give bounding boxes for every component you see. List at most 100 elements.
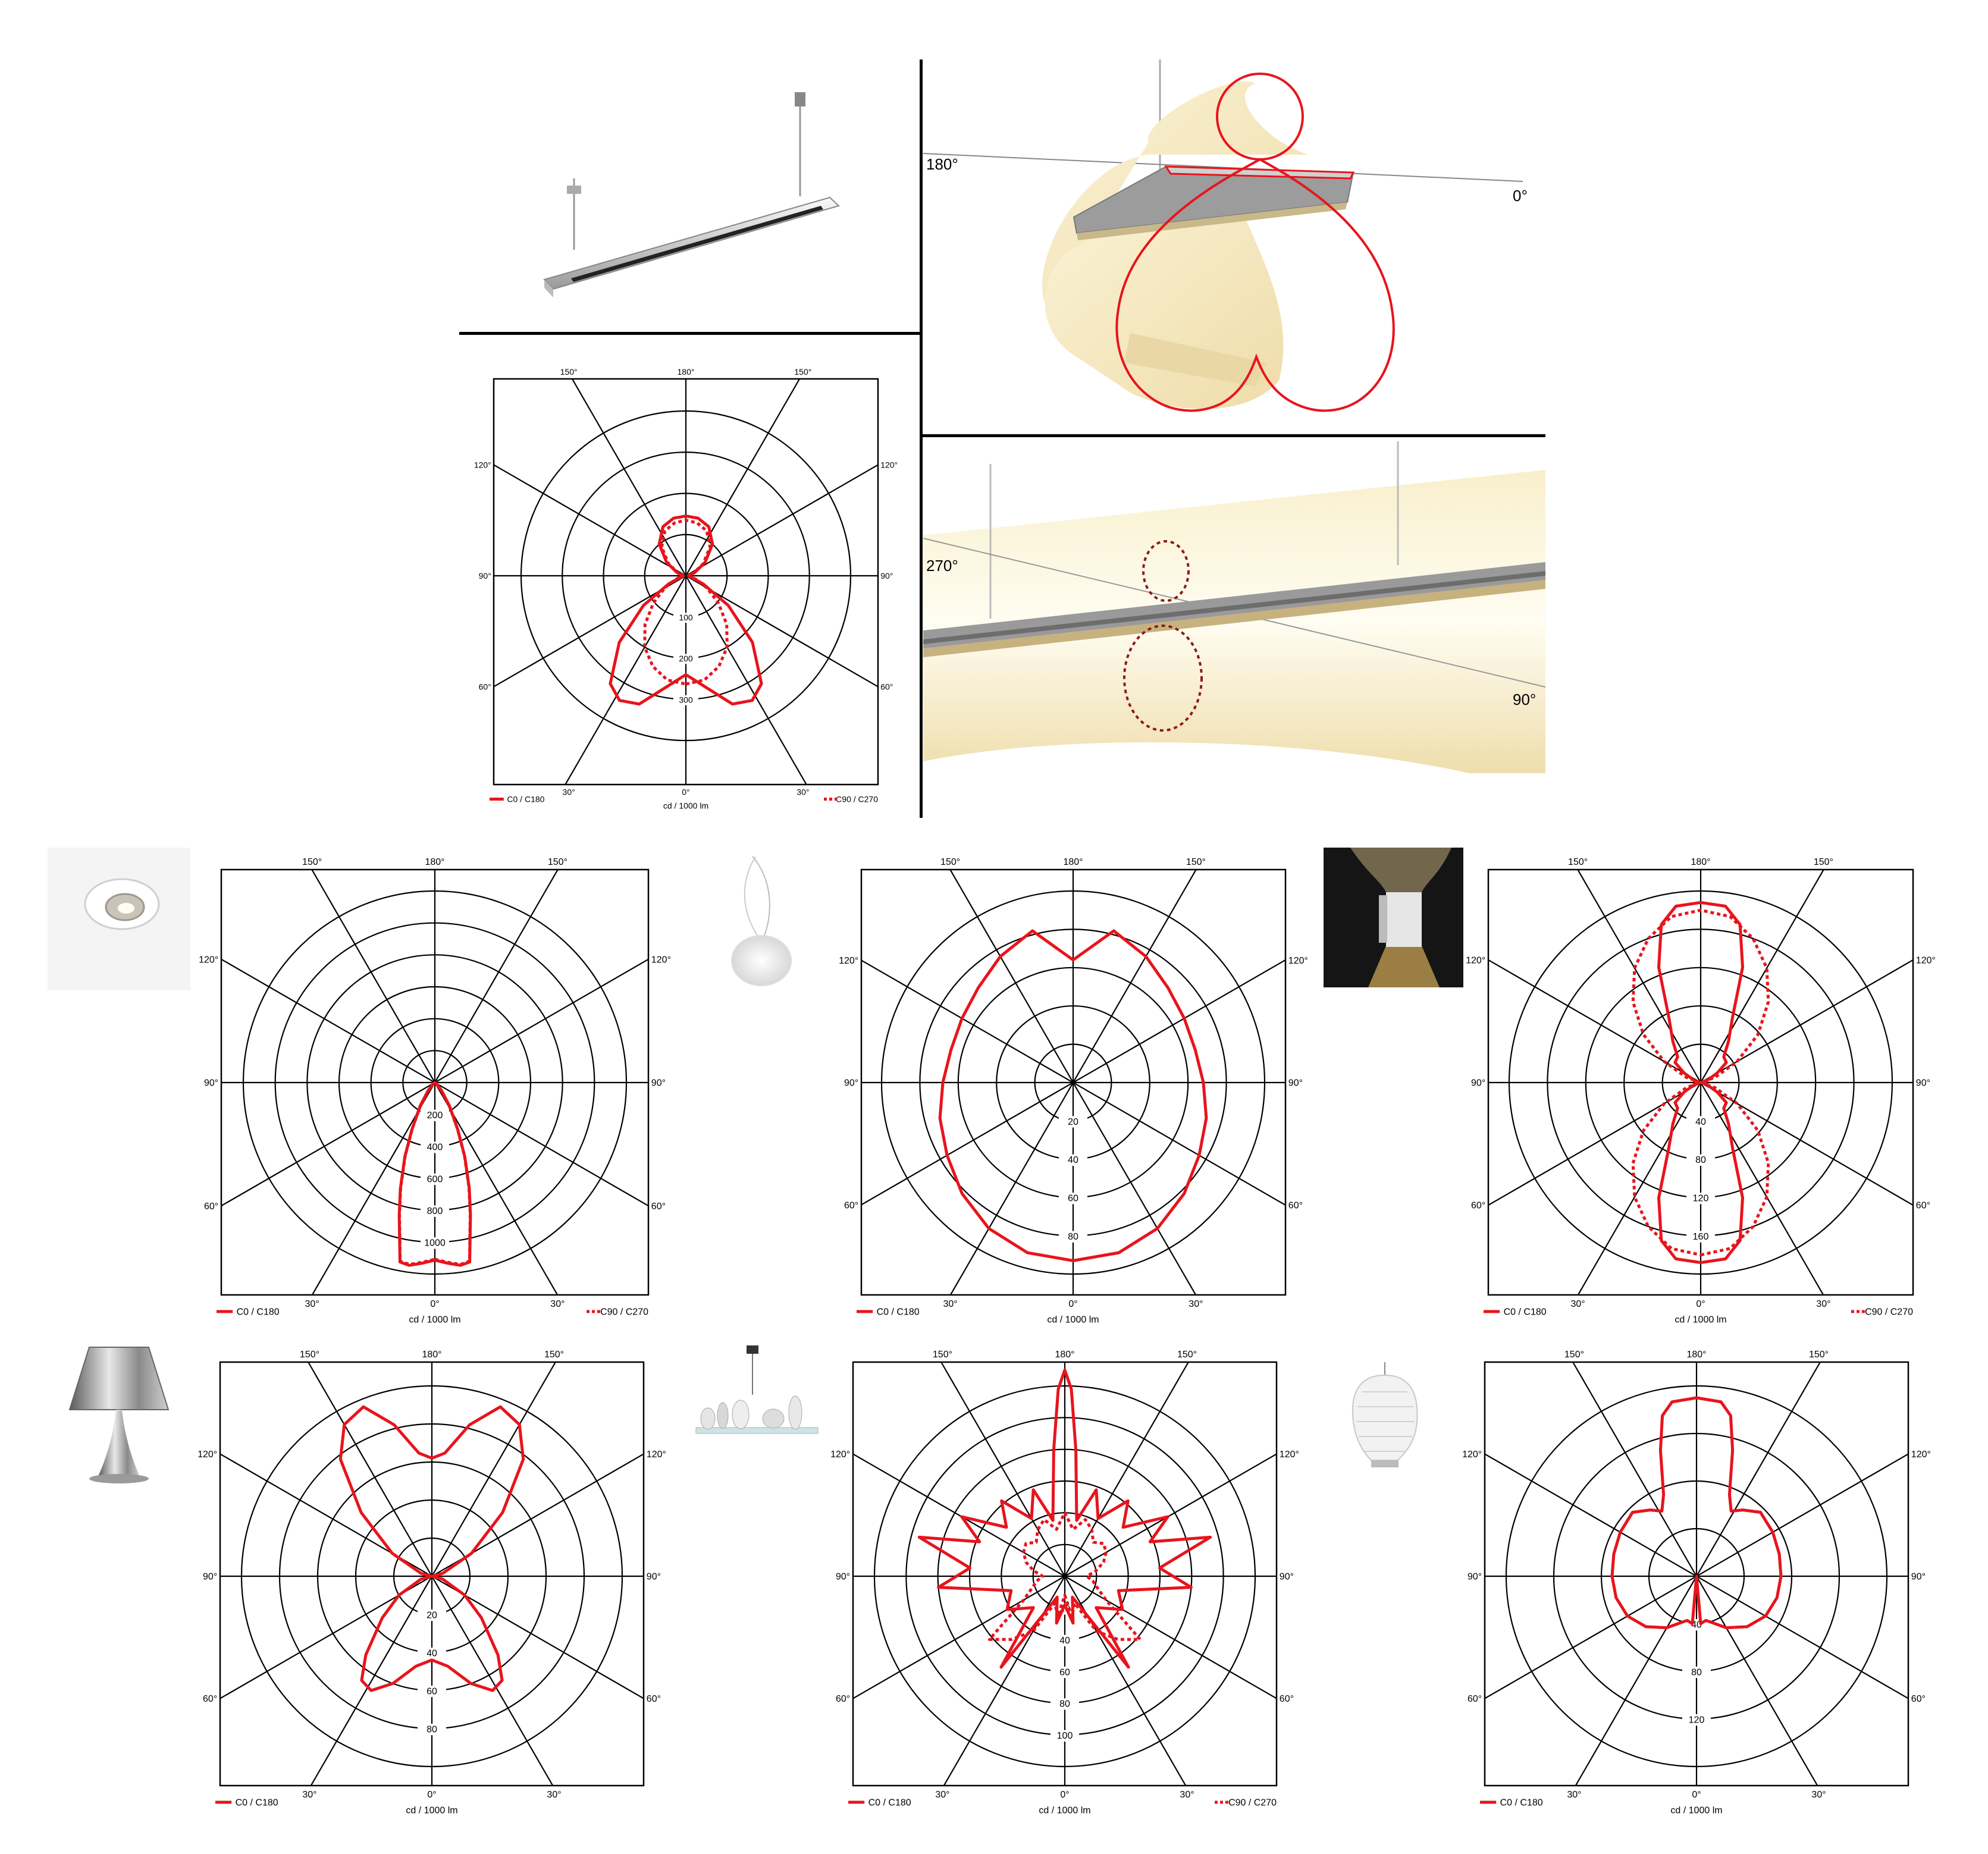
angle-label: 30° bbox=[1567, 1790, 1581, 1800]
angle-label: 30° bbox=[1811, 1790, 1826, 1800]
angle-label: 120° bbox=[651, 955, 671, 965]
angle-label: 60° bbox=[479, 682, 491, 691]
radial-tick-label: 60 bbox=[427, 1686, 437, 1696]
angle-label: 90° bbox=[1471, 1078, 1485, 1088]
angle-label: 90° bbox=[647, 1572, 661, 1582]
angle-label: 120° bbox=[1911, 1450, 1931, 1460]
angle-label: 60° bbox=[880, 682, 893, 691]
angle-label: 150° bbox=[548, 857, 567, 867]
angle-label-180: 180° bbox=[926, 155, 958, 173]
angle-label: 60° bbox=[1916, 1201, 1930, 1211]
angle-label: 120° bbox=[880, 460, 898, 469]
legend-entry: C90 / C270 bbox=[1851, 1307, 1913, 1317]
legend-label: C90 / C270 bbox=[600, 1307, 648, 1317]
angle-label: 60° bbox=[836, 1694, 850, 1704]
angle-label: 0° bbox=[682, 788, 689, 797]
polar-chart-tablelamp: 20 40 60 80 150° 180° 150° 30° 0° 30° 120° 90° 60° 12… bbox=[197, 1350, 666, 1815]
angle-label: 30° bbox=[935, 1790, 949, 1800]
series-curve-c90-c270 bbox=[398, 1081, 472, 1266]
tick-label-bg bbox=[418, 1648, 446, 1659]
angle-label: 60° bbox=[204, 1202, 218, 1212]
linear-pendant-luminaire-icon bbox=[543, 92, 840, 297]
series-curve-c90-c270 bbox=[987, 1511, 1142, 1641]
angle-label: 30° bbox=[797, 788, 809, 797]
radial-tick-label: 80 bbox=[1691, 1667, 1702, 1677]
angle-label: 150° bbox=[1177, 1350, 1197, 1360]
tick-label-bg bbox=[1686, 1193, 1715, 1204]
tick-label-bg bbox=[673, 613, 698, 623]
legend-label: C0 / C180 bbox=[237, 1307, 280, 1317]
tick-label-bg bbox=[421, 1141, 449, 1153]
radial-tick-label: 200 bbox=[679, 654, 693, 663]
unit-label: cd / 1000 lm bbox=[1039, 1805, 1090, 1815]
radial-tick-label: 800 bbox=[427, 1206, 443, 1216]
angle-label: 0° bbox=[1692, 1790, 1701, 1800]
angle-label: 60° bbox=[1471, 1201, 1485, 1211]
angle-label: 30° bbox=[305, 1299, 319, 1309]
series-curve-c0-c180 bbox=[609, 515, 763, 706]
radial-tick-label: 80 bbox=[1695, 1155, 1706, 1165]
angle-label: 180° bbox=[425, 857, 444, 867]
radial-tick-label: 600 bbox=[427, 1174, 443, 1184]
tick-label-bg bbox=[673, 695, 698, 705]
unit-label: cd / 1000 lm bbox=[663, 801, 708, 811]
angle-label: 60° bbox=[1288, 1200, 1303, 1210]
angle-label: 180° bbox=[678, 367, 695, 377]
multi-vase-pendant-icon bbox=[695, 1345, 819, 1434]
radial-tick-label: 80 bbox=[1059, 1699, 1070, 1709]
angle-label: 150° bbox=[1568, 857, 1588, 867]
radial-tick-label: 20 bbox=[427, 1610, 437, 1620]
legend-entry: C90 / C270 bbox=[587, 1307, 648, 1317]
angle-label: 150° bbox=[1809, 1350, 1829, 1360]
radial-tick-label: 200 bbox=[427, 1110, 443, 1121]
angle-label-0: 0° bbox=[1513, 187, 1528, 205]
angle-label: 150° bbox=[1186, 857, 1206, 867]
angle-label: 90° bbox=[844, 1078, 858, 1088]
legend-entry: C0 / C180 bbox=[217, 1307, 280, 1317]
angle-label: 90° bbox=[1916, 1078, 1930, 1088]
angle-label: 120° bbox=[839, 956, 858, 966]
angle-label: 30° bbox=[547, 1790, 561, 1800]
unit-label: cd / 1000 lm bbox=[1670, 1805, 1722, 1815]
unit-label: cd / 1000 lm bbox=[406, 1805, 457, 1815]
radial-tick-label: 60 bbox=[1068, 1194, 1078, 1204]
angle-label: 90° bbox=[479, 571, 491, 581]
series-curve-c0-c180 bbox=[338, 1405, 525, 1692]
angle-label: 60° bbox=[651, 1202, 666, 1212]
angle-label: 0° bbox=[1696, 1299, 1705, 1309]
angle-label: 30° bbox=[1570, 1299, 1585, 1309]
angle-label: 120° bbox=[199, 955, 218, 965]
angle-label: 90° bbox=[204, 1078, 218, 1088]
tick-label-bg bbox=[421, 1109, 449, 1121]
angle-label: 90° bbox=[1468, 1572, 1482, 1582]
unit-label: cd / 1000 lm bbox=[409, 1315, 460, 1325]
unit-label: cd / 1000 lm bbox=[1675, 1315, 1726, 1325]
radial-tick-label: 60 bbox=[1059, 1667, 1070, 1677]
radial-tick-label: 1000 bbox=[424, 1238, 446, 1248]
legend-entry: C0 / C180 bbox=[848, 1798, 911, 1808]
angle-label: 0° bbox=[1060, 1790, 1069, 1800]
polar-chart-linear: 100 200 300 150° 180° 150° 30° 0° 30° 120° 90° 60° 1… bbox=[474, 367, 898, 811]
angle-label: 90° bbox=[880, 571, 893, 581]
tick-label-bg bbox=[1686, 1231, 1715, 1243]
unit-label: cd / 1000 lm bbox=[1047, 1315, 1099, 1325]
tick-label-bg bbox=[1059, 1154, 1087, 1166]
legend-label: C0 / C180 bbox=[1504, 1307, 1547, 1317]
angle-label: 150° bbox=[544, 1350, 564, 1360]
series-curve-c0-c180 bbox=[1657, 901, 1744, 1265]
angle-label: 90° bbox=[836, 1572, 850, 1582]
angle-label: 150° bbox=[933, 1350, 952, 1360]
cocoon-pendant-icon bbox=[1352, 1362, 1418, 1467]
angle-label: 30° bbox=[1180, 1790, 1194, 1800]
beam-3d-view-c0 bbox=[923, 59, 1523, 412]
radial-tick-label: 300 bbox=[679, 695, 693, 704]
radial-tick-label: 100 bbox=[1057, 1731, 1073, 1741]
angle-label: 120° bbox=[1280, 1450, 1299, 1460]
tick-label-bg bbox=[1051, 1730, 1079, 1742]
angle-label: 120° bbox=[1916, 955, 1936, 965]
tick-label-bg bbox=[418, 1724, 446, 1736]
tick-label-bg bbox=[1059, 1231, 1087, 1243]
angle-label: 150° bbox=[1814, 857, 1833, 867]
tick-label-bg bbox=[1059, 1116, 1087, 1128]
